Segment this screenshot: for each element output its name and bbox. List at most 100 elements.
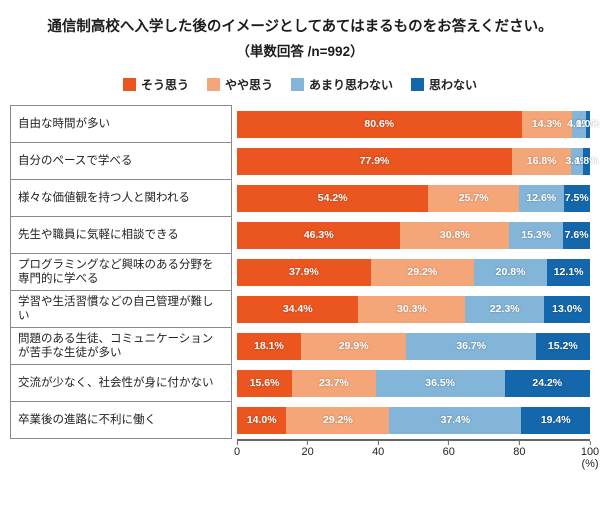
chart-rows: 自由な時間が多い 80.6% 14.3% 4.0% 1.0% 自分のペースで学べる 77.9… — [10, 105, 600, 440]
chart-row: 先生や職員に気軽に相談できる 46.3% 30.8% 15.3% 7.6% — [10, 216, 590, 255]
bar-value-label: 22.3% — [489, 303, 520, 316]
bar-value-label: 13.0% — [552, 303, 582, 316]
bar-value-label: 29.2% — [323, 414, 353, 427]
bar-segment: 15.3% — [509, 221, 564, 249]
tick-mark — [589, 441, 591, 446]
bar-value-label: 24.2% — [532, 377, 563, 390]
x-axis-tick: 40 — [372, 441, 384, 458]
chart-row: 交流が少なく、社会性が身に付かない 15.6% 23.7% 36.5% 24.2% — [10, 364, 590, 403]
x-axis-tick: 0 — [234, 441, 240, 458]
x-axis-row: 0 20 40 60 80 100 (%) — [10, 439, 599, 475]
legend-item: そう思う — [122, 76, 189, 93]
category-label: プログラミングなど興味のある分野を専門的に学べる — [10, 253, 232, 292]
bar-value-label: 1.8% — [574, 155, 599, 168]
bar-segment: 22.3% — [465, 295, 545, 323]
x-axis-tick: 80 — [513, 441, 526, 458]
bar-track: 54.2% 25.7% 12.6% 7.5% — [232, 179, 590, 217]
chart-row: 問題のある生徒、コミュニケーションが苦手な生徒が多い 18.1% 29.9% 36.7… — [10, 327, 590, 366]
bar-segment: 1.8% — [574, 147, 598, 175]
bar-value-label: 14.3% — [531, 118, 562, 131]
chart-row: 様々な価値観を持つ人と関われる 54.2% 25.7% 12.6% 7.5% — [10, 179, 590, 218]
legend-swatch — [122, 78, 136, 92]
bar-value-label: 15.2% — [547, 340, 578, 353]
bar-value-label: 7.6% — [564, 229, 589, 242]
chart-row: 自由な時間が多い 80.6% 14.3% 4.0% 1.0% — [10, 105, 600, 144]
tick-mark — [307, 441, 309, 446]
bar-segment: 30.3% — [358, 295, 466, 323]
x-axis: 0 20 40 60 80 100 (%) — [234, 439, 599, 475]
bar-segment: 29.9% — [300, 332, 407, 360]
bar-value-label: 77.9% — [359, 155, 390, 168]
bar-value-label: 34.4% — [282, 303, 313, 316]
chart-subtitle: （単数回答 /n=992） — [236, 44, 364, 60]
x-axis-tick: 60 — [443, 441, 455, 458]
bar-segment: 77.9% — [237, 147, 512, 175]
bar-segment: 4.0% — [567, 110, 591, 138]
bar-track: 80.6% 14.3% 4.0% 1.0% — [232, 105, 600, 143]
tick-label: 40 — [372, 446, 385, 459]
bar-value-label: 46.3% — [303, 229, 334, 242]
x-axis-unit: (%) — [581, 458, 599, 471]
bar-segment: 15.6% — [237, 369, 293, 397]
bar-segment: 15.2% — [535, 332, 590, 360]
legend-item: あまり思わない — [291, 76, 393, 93]
bar-segment: 37.4% — [389, 406, 522, 434]
bar-segment: 29.2% — [370, 258, 474, 286]
bar-segment: 14.0% — [237, 406, 287, 434]
bar-segment: 24.2% — [504, 369, 590, 397]
tick-label: 100 — [580, 446, 600, 459]
bar-track: 34.4% 30.3% 22.3% 13.0% — [232, 290, 590, 328]
bar-segment: 18.1% — [237, 332, 301, 360]
legend-label: やや思う — [224, 78, 273, 93]
legend-item: 思わない — [411, 76, 477, 93]
x-axis-tick: 20 — [301, 441, 314, 458]
bar-track: 14.0% 29.2% 37.4% 19.4% — [232, 401, 590, 439]
axis-spacer — [10, 439, 232, 475]
legend-swatch — [206, 78, 220, 92]
bar-value-label: 19.4% — [540, 414, 571, 427]
chart-row: プログラミングなど興味のある分野を専門的に学べる 37.9% 29.2% 20.8% 1… — [10, 253, 590, 292]
bar-value-label: 25.7% — [458, 192, 489, 205]
bar-segment: 54.2% — [237, 184, 429, 212]
bar-track: 15.6% 23.7% 36.5% 24.2% — [232, 364, 590, 402]
bar-segment: 37.9% — [237, 258, 371, 286]
category-label: 様々な価値観を持つ人と関われる — [10, 179, 232, 218]
legend-item: やや思う — [206, 76, 273, 93]
bar-value-label: 29.2% — [407, 266, 438, 279]
bar-value-label: 20.8% — [495, 266, 526, 279]
bar-track: 37.9% 29.2% 20.8% 12.1% — [232, 253, 590, 291]
chart-row: 自分のペースで学べる 77.9% 16.8% 3.4% 1.8% — [10, 142, 598, 181]
bar-segment: 30.8% — [400, 221, 510, 249]
bar-segment: 1.0% — [576, 110, 600, 138]
bar-value-label: 30.8% — [439, 229, 470, 242]
bar-segment: 80.6% — [237, 110, 522, 138]
bar-segment: 14.3% — [521, 110, 572, 138]
bar-segment: 20.8% — [473, 258, 548, 286]
bar-value-label: 37.9% — [289, 266, 319, 279]
tick-mark — [236, 441, 238, 446]
bar-segment: 36.5% — [375, 369, 505, 397]
bar-segment: 46.3% — [237, 221, 401, 249]
bar-value-label: 1.0% — [575, 118, 600, 131]
category-label: 自分のペースで学べる — [10, 142, 232, 181]
bar-segment: 7.5% — [563, 184, 590, 212]
bar-segment: 19.4% — [521, 406, 590, 434]
bar-segment: 13.0% — [544, 295, 590, 323]
bar-track: 46.3% 30.8% 15.3% 7.6% — [232, 216, 590, 254]
bar-segment: 12.1% — [547, 258, 590, 286]
legend-label: 思わない — [429, 78, 478, 93]
bar-value-label: 12.1% — [553, 266, 584, 279]
chart-row: 学習や生活習慣などの自己管理が難しい 34.4% 30.3% 22.3% 13.0% — [10, 290, 590, 329]
x-axis-tick: 100 — [581, 441, 599, 458]
bar-value-label: 14.0% — [246, 414, 277, 427]
bar-segment: 34.4% — [237, 295, 359, 323]
tick-mark — [377, 441, 379, 446]
bar-segment: 12.6% — [519, 184, 564, 212]
bar-value-label: 4.0% — [567, 118, 591, 131]
bar-value-label: 15.6% — [249, 377, 280, 390]
bar-value-label: 29.9% — [338, 340, 369, 353]
tick-label: 60 — [442, 446, 455, 459]
bar-segment: 25.7% — [428, 184, 520, 212]
legend-label: あまり思わない — [309, 78, 394, 93]
